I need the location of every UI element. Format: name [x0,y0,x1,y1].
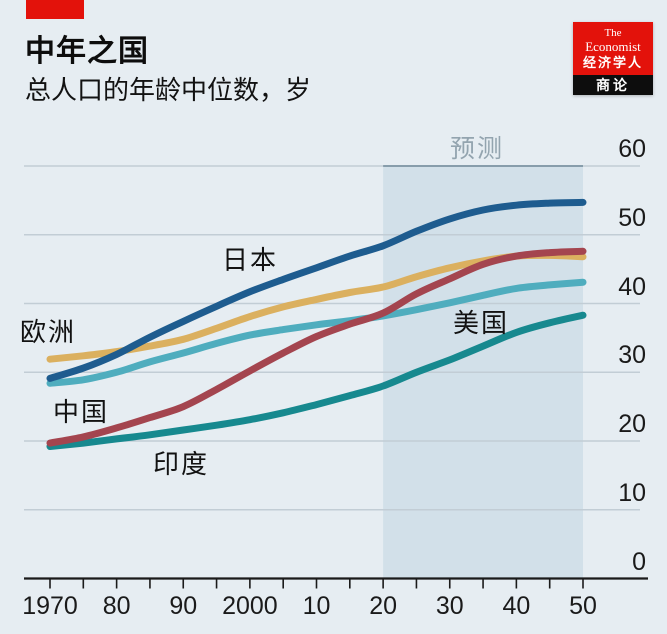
logo-economist: Economist [585,39,641,54]
economist-logo-red: The Economist 经济学人 [573,22,653,75]
series-label-us: 美国 [453,308,510,338]
series-label-india: 印度 [153,449,210,479]
y-axis-label-20: 20 [618,410,646,438]
economist-logo: The Economist 经济学人 商论 [573,22,653,95]
y-axis-label-60: 60 [618,135,646,163]
logo-chinese-name: 经济学人 [582,55,643,70]
y-axis-label-40: 40 [618,272,646,301]
logo-the: The [604,27,622,39]
x-axis-label-30: 30 [435,592,464,620]
line-us [46,278,587,387]
x-axis-label-1970: 1970 [22,592,78,620]
x-axis-label-80: 80 [102,592,131,620]
x-axis-label-40: 40 [502,592,531,620]
chart-subtitle: 总人口的年龄中位数，岁 [25,75,312,105]
y-axis-label-50: 50 [618,203,646,232]
forecast-region-label: 预测 [450,135,505,163]
x-axis-label-20: 20 [369,592,398,620]
series-label-europe: 欧洲 [20,317,77,347]
chart-title: 中年之国 [25,35,149,68]
y-axis-label-30: 30 [618,341,646,370]
series-label-japan: 日本 [222,245,279,275]
line-india [46,311,587,450]
line-china [46,247,587,447]
economist-red-tag [26,0,84,19]
logo-shanglun-band: 商论 [573,75,653,95]
line-japan [46,198,587,382]
x-axis-label-10: 10 [302,592,331,620]
x-axis-label-90: 90 [169,592,198,620]
series-label-china: 中国 [53,397,110,427]
x-axis-label-2000: 2000 [222,592,278,620]
x-axis-label-50: 50 [569,592,597,620]
y-axis-label-10: 10 [618,478,646,507]
y-axis-label-0: 0 [632,547,646,576]
